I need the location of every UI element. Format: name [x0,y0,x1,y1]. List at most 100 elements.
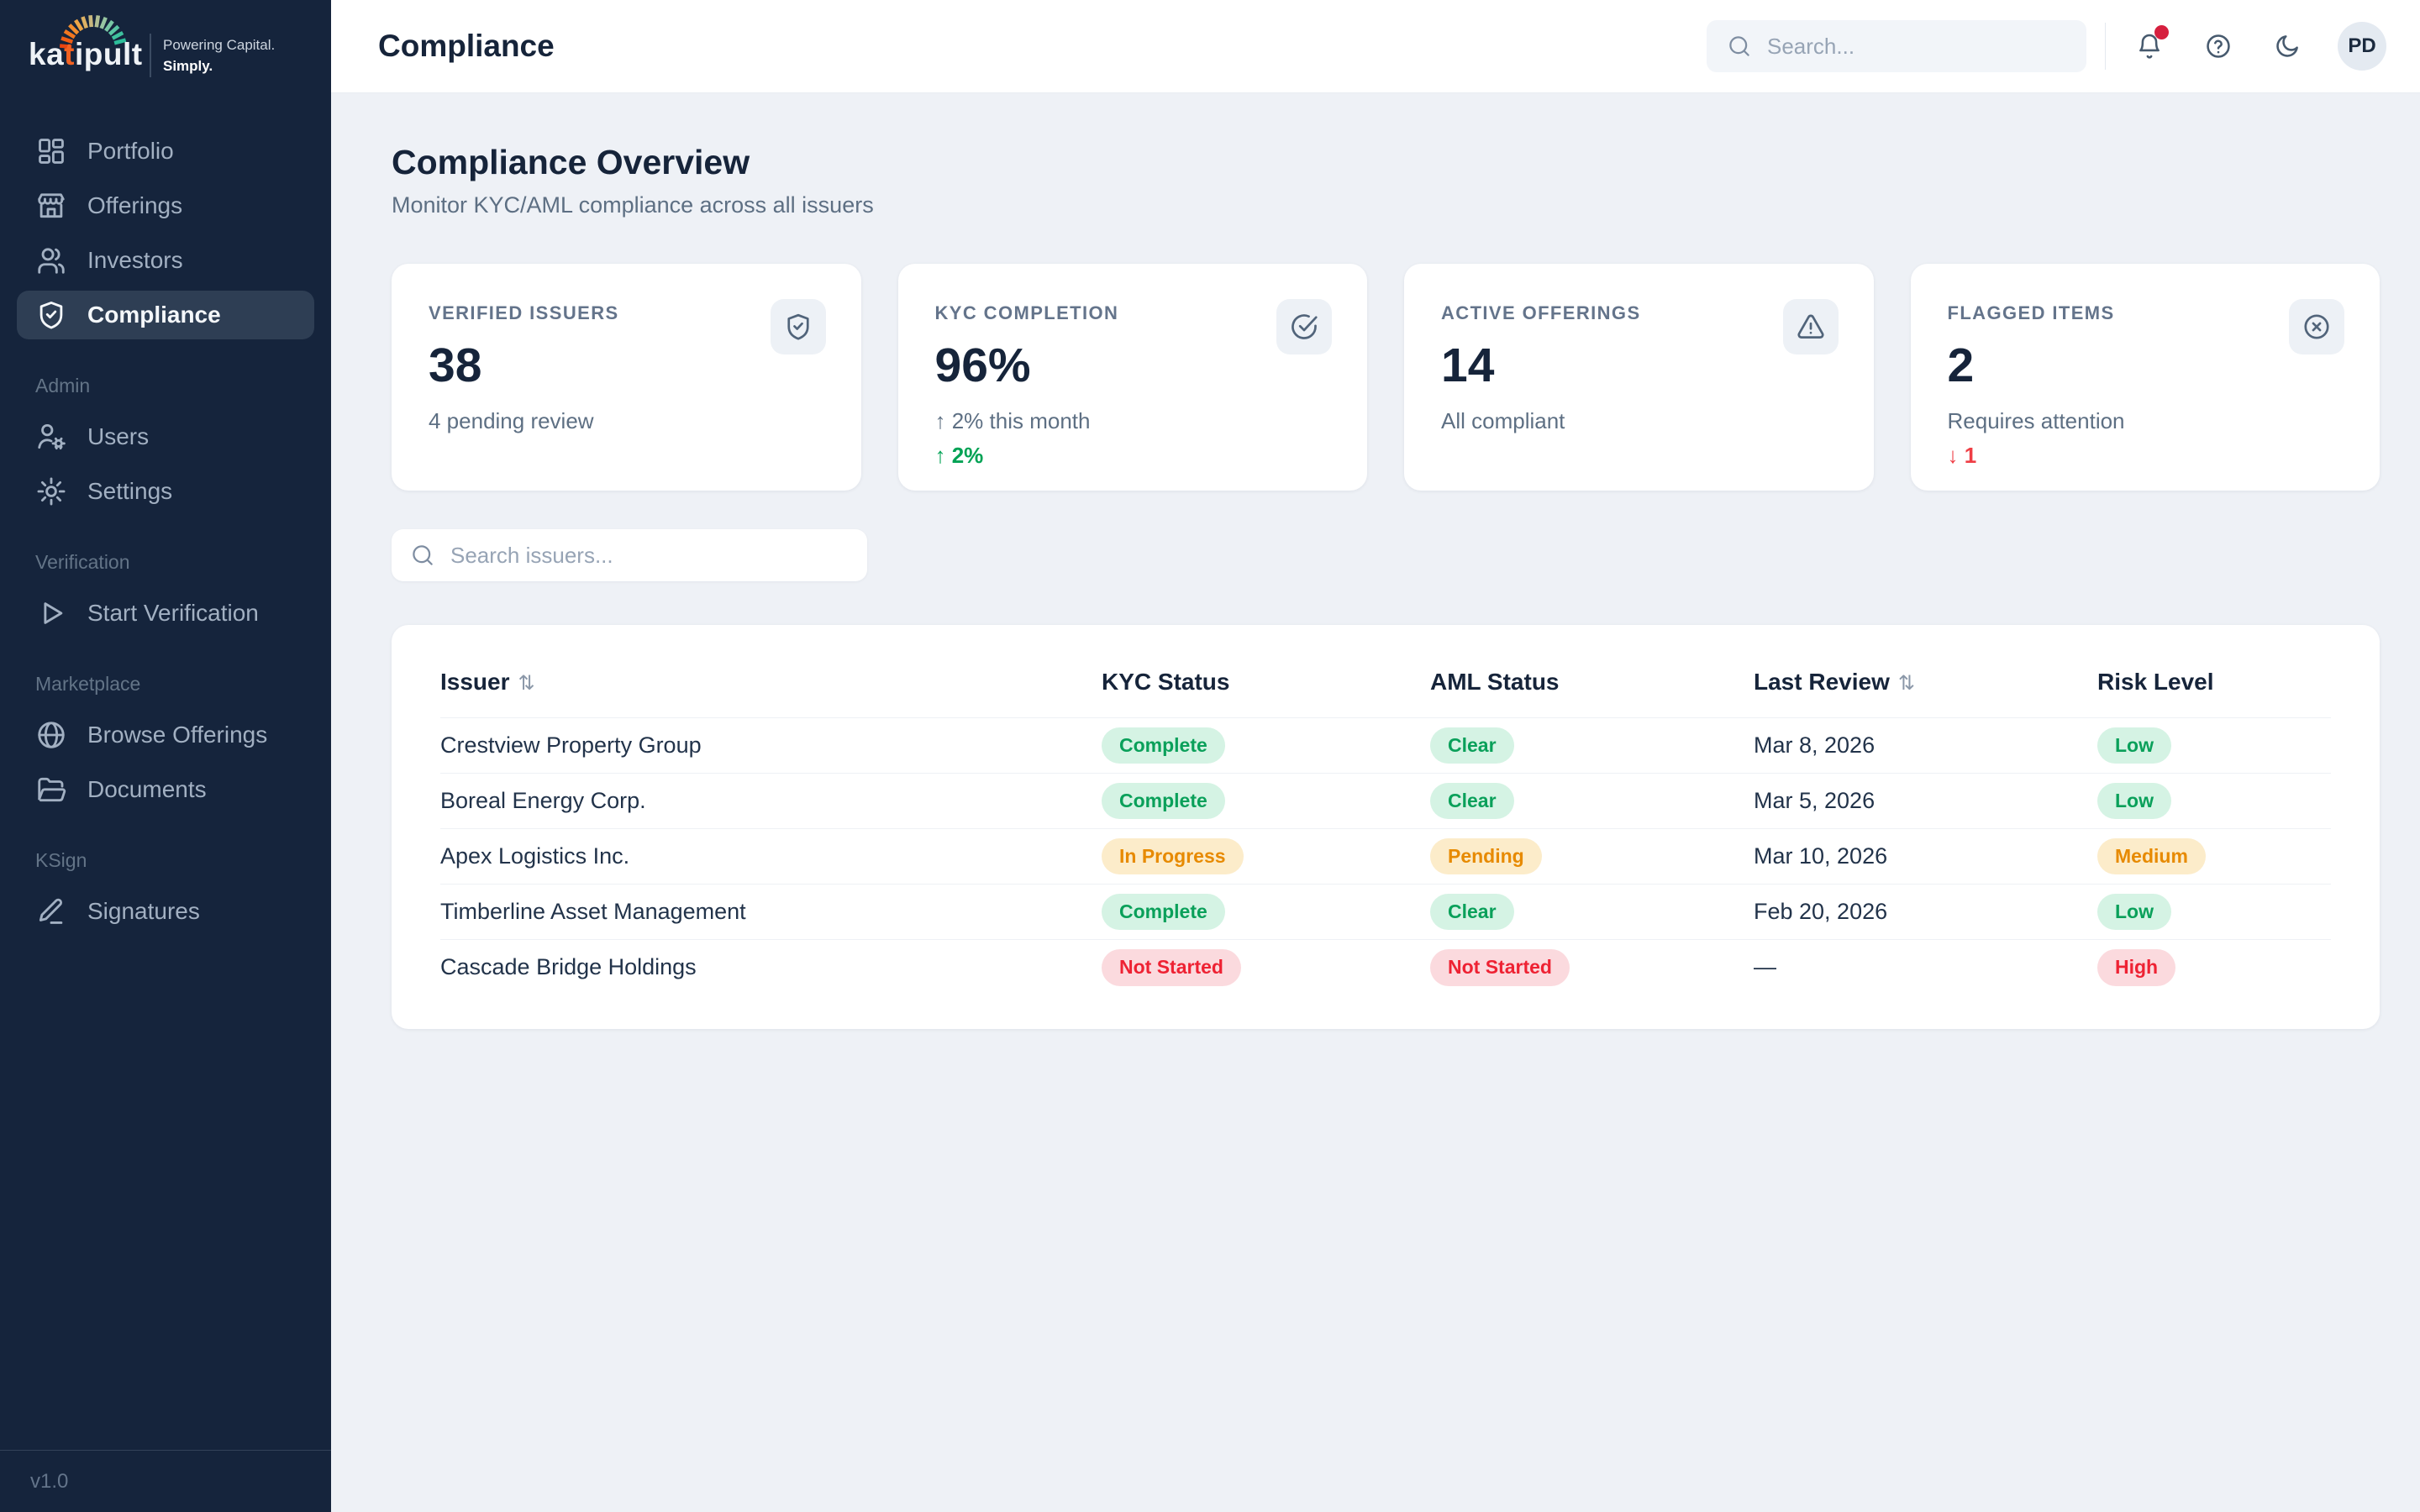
aml-status-badge: Clear [1430,727,1514,764]
last-review-cell: Mar 8, 2026 [1754,732,1876,758]
risk-level-badge: Low [2097,727,2171,764]
risk-level-badge: Low [2097,782,2171,820]
logo-tagline: Powering Capital. Simply. [163,37,276,74]
help-button[interactable] [2200,28,2237,65]
sidebar-item-signatures[interactable]: Signatures [17,887,314,936]
topbar: Compliance PD [331,0,2420,93]
issuer-cell: Boreal Energy Corp. [440,788,646,813]
stat-cards: VERIFIED ISSUERS 38 4 pending review KYC… [392,264,2380,491]
main-area: Compliance PD Compliance Overview Monito… [331,0,2420,1512]
sidebar-item-users[interactable]: Users [17,412,314,461]
stat-card-flagged-items: FLAGGED ITEMS 2 Requires attention ↓ 1 [1910,264,2380,491]
logo-sunburst-arc [59,14,127,50]
kyc-status-badge: In Progress [1102,837,1244,875]
dark-mode-toggle[interactable] [2269,28,2306,65]
stat-card-kyc-completion: KYC COMPLETION 96% ↑ 2% this month ↑ 2% [897,264,1367,491]
issuer-cell: Timberline Asset Management [440,899,746,924]
last-review-cell: Mar 10, 2026 [1754,843,1888,869]
section-label-marketplace: Marketplace [35,673,141,695]
notifications-button[interactable] [2131,25,2169,65]
pen-icon [35,895,67,927]
global-search-input[interactable] [1767,33,2066,60]
gear-icon [35,475,67,507]
sidebar-item-investors[interactable]: Investors [17,236,314,285]
search-icon [1727,34,1752,59]
avatar[interactable]: PD [2338,22,2386,71]
circle-x-icon [2289,299,2344,354]
global-search[interactable] [1707,20,2086,72]
page-title: Compliance [378,29,555,63]
issuer-cell: Cascade Bridge Holdings [440,954,697,980]
kyc-status-badge: Complete [1102,727,1225,764]
risk-level-badge: Low [2097,893,2171,931]
aml-status-badge: Clear [1430,893,1514,931]
sidebar-item-compliance[interactable]: Compliance [17,291,314,339]
sidebar-item-start-verification[interactable]: Start Verification [17,589,314,638]
aml-status-badge: Pending [1430,837,1542,875]
issuer-cell: Apex Logistics Inc. [440,843,630,869]
logo-divider [150,34,151,77]
brand-wordmark: katipult [29,37,143,71]
column-header-risk-level: Risk Level [2097,669,2214,695]
circle-check-icon [1276,299,1332,354]
kyc-status-badge: Not Started [1102,948,1241,986]
stat-card-active-offerings: ACTIVE OFFERINGS 14 All compliant [1404,264,1874,491]
table-row: Apex Logistics Inc. In Progress Pending … [440,828,2331,885]
section-label-ksign: KSign [35,849,87,871]
table-row: Boreal Energy Corp. Complete Clear Mar 5… [440,773,2331,829]
kyc-trend: ↑ 2% [934,443,984,468]
store-icon [35,190,67,222]
issuer-cell: Crestview Property Group [440,732,702,758]
stat-card-verified-issuers: VERIFIED ISSUERS 38 4 pending review [392,264,861,491]
overview-title: Compliance Overview [392,143,750,181]
sidebar-item-offerings[interactable]: Offerings [17,181,314,230]
sidebar-item-browse-offerings[interactable]: Browse Offerings [17,711,314,759]
compliance-table: Issuer ⇅ KYC Status AML Status Last Revie… [440,642,2331,995]
issuer-search-input[interactable] [450,542,849,569]
notification-dot [2154,25,2169,39]
flagged-trend: ↓ 1 [1947,443,1977,468]
table-row: Cascade Bridge Holdings Not Started Not … [440,939,2331,995]
column-header-last-review[interactable]: Last Review ⇅ [1754,669,1915,695]
column-header-issuer[interactable]: Issuer ⇅ [440,669,535,695]
column-header-kyc-status: KYC Status [1102,669,1230,695]
sidebar-item-portfolio[interactable]: Portfolio [17,127,314,176]
last-review-cell: Mar 5, 2026 [1754,788,1876,813]
sidebar-footer: v1.0 [0,1450,331,1512]
section-label-verification: Verification [35,551,130,573]
content: Compliance Overview Monitor KYC/AML comp… [331,93,2420,1512]
last-review-cell: Feb 20, 2026 [1754,899,1888,924]
shield-check-icon [35,299,67,331]
last-review-cell: — [1754,954,1776,980]
play-icon [35,597,67,629]
sidebar: katipult Powering Capital. Simply. Portfo… [0,0,331,1512]
risk-level-badge: High [2097,948,2176,986]
sidebar-item-settings[interactable]: Settings [17,467,314,516]
sidebar-nav: Portfolio Offerings Investors Compliance… [0,99,331,942]
shield-check-icon [770,299,826,354]
sidebar-item-documents[interactable]: Documents [17,765,314,814]
aml-status-badge: Not Started [1430,948,1570,986]
column-header-aml-status: AML Status [1430,669,1560,695]
topbar-actions: PD [1707,20,2386,72]
search-icon [410,543,435,568]
sort-icon: ⇅ [518,672,535,695]
kyc-status-badge: Complete [1102,893,1225,931]
version-label: v1.0 [30,1469,69,1493]
folder-icon [35,774,67,806]
moon-icon [2273,32,2302,60]
overview-subtitle: Monitor KYC/AML compliance across all is… [392,192,874,218]
globe-icon [35,719,67,751]
grid-icon [35,135,67,167]
topbar-divider [2105,23,2106,70]
users-icon [35,244,67,276]
kyc-status-badge: Complete [1102,782,1225,820]
table-row: Timberline Asset Management Complete Cle… [440,884,2331,940]
table-row: Crestview Property Group Complete Clear … [440,717,2331,774]
table-header-row: Issuer ⇅ KYC Status AML Status Last Revie… [440,642,2331,718]
risk-level-badge: Medium [2097,837,2206,875]
sort-icon: ⇅ [1897,672,1915,695]
help-icon [2204,32,2233,60]
aml-status-badge: Clear [1430,782,1514,820]
issuer-search[interactable] [392,529,867,581]
